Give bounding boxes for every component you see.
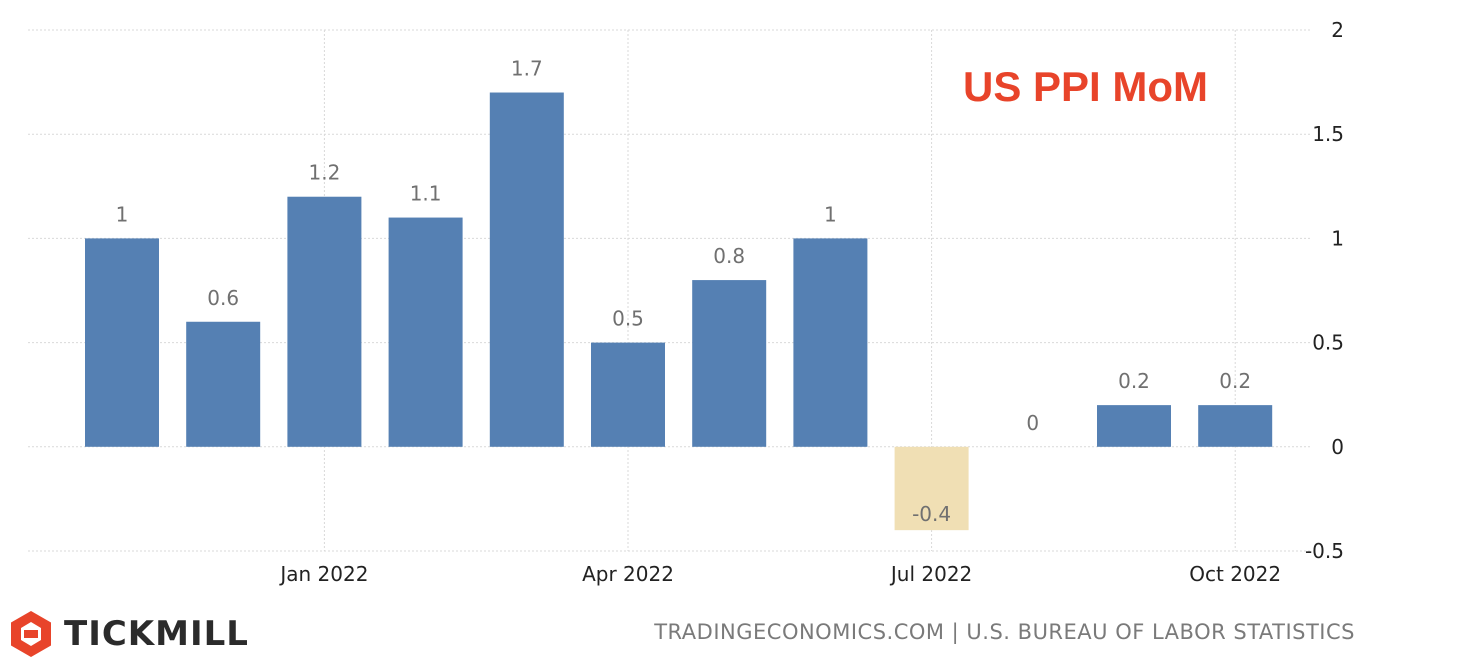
bar-apr-2022 [591, 342, 665, 447]
logo-text: TICKMILL [64, 614, 249, 654]
chart-title: US PPI MoM [963, 63, 1208, 110]
x-tick-label: Jul 2022 [889, 562, 972, 586]
y-tick-label: 1.5 [1312, 122, 1344, 146]
bar-nov-2021 [85, 238, 159, 447]
data-label: 0.5 [612, 307, 644, 331]
y-axis: 2 1.5 1 0.5 0 -0.5 [1305, 18, 1344, 563]
bar-jan-2022 [287, 196, 362, 447]
x-tick-label: Jan 2022 [278, 562, 368, 586]
bar-mar-2022 [489, 92, 564, 447]
data-label: 0 [1026, 411, 1039, 435]
x-axis: Jan 2022 Apr 2022 Jul 2022 Oct 2022 [278, 562, 1281, 586]
data-label: 0.8 [713, 244, 745, 268]
y-tick-label: 2 [1331, 18, 1344, 42]
data-labels: 1 0.6 1.2 1.1 1.7 0.5 0.8 1 -0.4 0 0.2 0.2 [116, 57, 1251, 527]
data-label: 0.2 [1219, 369, 1251, 393]
data-label: 0.6 [207, 286, 239, 310]
x-tick-label: Apr 2022 [582, 562, 674, 586]
data-label: 1 [116, 202, 129, 226]
x-tick-label: Oct 2022 [1189, 562, 1281, 586]
y-tick-label: -0.5 [1305, 539, 1344, 563]
source-credit: TRADINGECONOMICS.COM | U.S. BUREAU OF LA… [654, 620, 1355, 644]
bar-feb-2022 [388, 217, 463, 447]
bar-oct-2022 [1198, 405, 1273, 447]
data-label: -0.4 [912, 502, 951, 526]
data-label: 0.2 [1118, 369, 1150, 393]
bar-jun-2022 [793, 238, 868, 447]
bars [85, 92, 1273, 531]
bar-may-2022 [692, 280, 767, 447]
tickmill-logo-icon [11, 611, 51, 657]
bar-jul-2022 [894, 446, 969, 531]
data-label: 1.2 [308, 161, 340, 185]
tickmill-logo: TICKMILL [8, 608, 249, 660]
y-tick-label: 0.5 [1312, 331, 1344, 355]
chart: 1 0.6 1.2 1.1 1.7 0.5 0.8 1 -0.4 0 0.2 0.2 2 1.5 1 0.5… [28, 18, 1344, 586]
bar-dec-2021 [186, 321, 261, 447]
y-tick-label: 0 [1331, 435, 1344, 459]
y-tick-label: 1 [1331, 226, 1344, 250]
data-label: 1 [824, 202, 837, 226]
bar-sep-2022 [1097, 405, 1171, 447]
data-label: 1.1 [410, 182, 442, 206]
data-label: 1.7 [511, 57, 543, 81]
